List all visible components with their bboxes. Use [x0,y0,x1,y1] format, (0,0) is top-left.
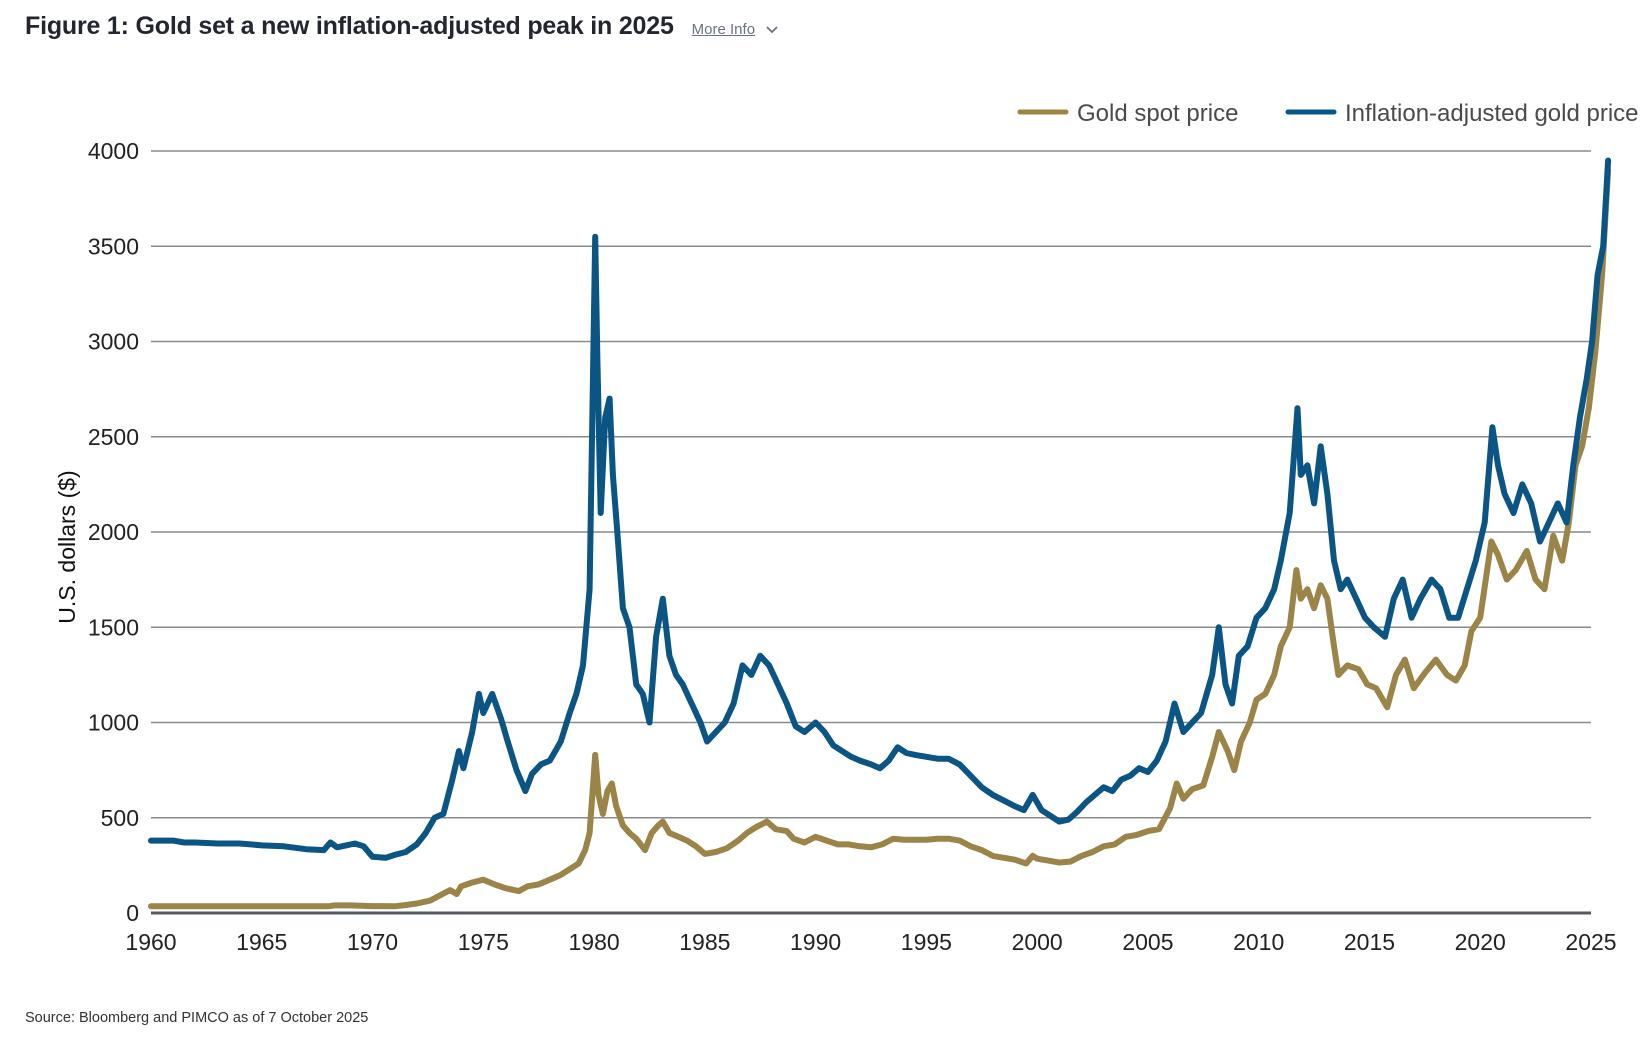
x-tick-label: 1965 [236,929,287,955]
x-tick-label: 1975 [458,929,509,955]
legend-item: Inflation-adjusted gold price [1285,100,1639,127]
x-tick-label: 2000 [1012,929,1063,955]
x-axis-ticks: 1960 1965 1970 1975 1980 1985 1990 1995 2000 2005… [125,929,1616,955]
x-tick-label: 1970 [347,929,398,955]
x-tick-label: 1960 [125,929,176,955]
legend: Gold spot price Inflation-adjusted gold p… [1017,100,1639,127]
x-tick-label: 1985 [679,929,730,955]
series-line-gold-spot [148,167,1612,910]
legend-label: Inflation-adjusted gold price [1345,100,1639,127]
x-tick-label: 2025 [1565,929,1616,955]
y-tick-label: 2000 [88,519,139,545]
x-tick-label: 1995 [901,929,952,955]
y-tick-label: 3000 [88,329,139,355]
legend-label: Gold spot price [1077,100,1238,127]
x-tick-label: 2020 [1455,929,1506,955]
y-tick-label: 0 [126,900,139,926]
y-tick-label: 1000 [88,710,139,736]
source-note: Source: Bloomberg and PIMCO as of 7 Octo… [25,1010,369,1026]
y-tick-label: 4000 [88,138,139,164]
more-info-label: More Info [691,21,756,38]
x-tick-label: 2010 [1233,929,1284,955]
x-tick-label: 1980 [568,929,619,955]
x-tick-label: 2005 [1122,929,1173,955]
x-tick-label: 2015 [1344,929,1395,955]
page-title: Figure 1: Gold set a new inflation-adjus… [25,12,674,40]
chevron-down-icon [766,25,778,33]
grid-lines [151,150,1591,819]
legend-item: Gold spot price [1017,100,1238,127]
series-group [148,157,1612,910]
y-tick-label: 1500 [88,614,139,640]
y-axis-title: U.S. dollars ($) [54,470,80,623]
y-axis-ticks: 0 500 1000 1500 2000 2500 3000 3500 4000 [88,138,139,926]
title-row: Figure 1: Gold set a new inflation-adjus… [25,12,779,41]
series-line-inflation-adjusted [148,157,1612,861]
y-tick-label: 2500 [88,424,139,450]
more-info-link[interactable]: More Info [692,21,779,38]
x-tick-label: 1990 [790,929,841,955]
y-tick-label: 3500 [88,233,139,259]
y-tick-label: 500 [101,805,139,831]
